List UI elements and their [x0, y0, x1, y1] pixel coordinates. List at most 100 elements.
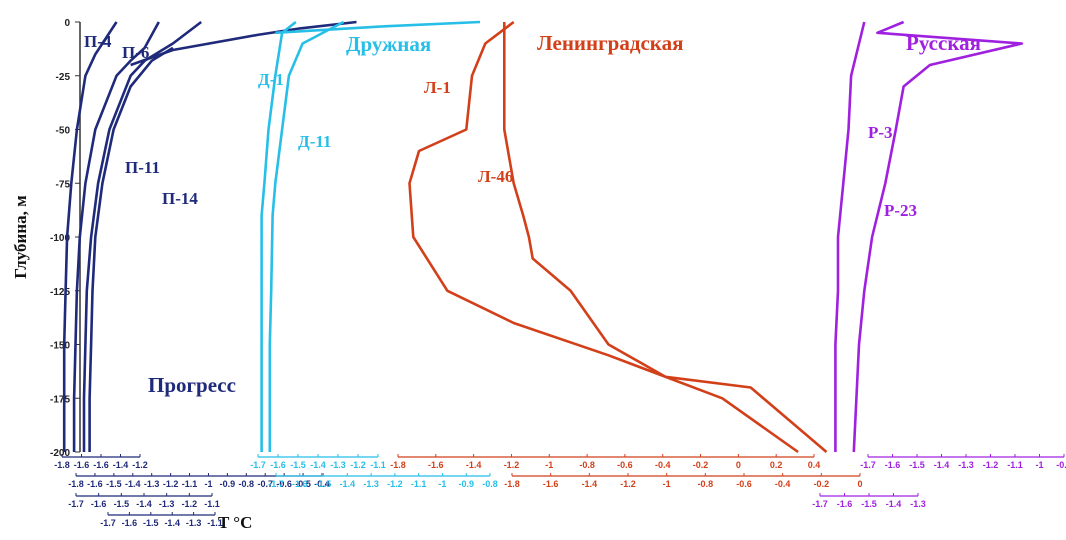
x-tick-label: -1.2 — [504, 460, 520, 470]
x-tick-label: -1.6 — [122, 518, 138, 528]
x-tick-label: 0 — [857, 479, 862, 489]
x-tick-label: -1.1 — [370, 460, 386, 470]
x-tick-label: -0.8 — [579, 460, 595, 470]
y-tick-label: -175 — [50, 394, 70, 405]
x-tick-label: -0.8 — [698, 479, 714, 489]
y-tick-label: -150 — [50, 341, 70, 352]
y-axis-ticks: 0 -25 -50 -75 -100 -125 -150 -175 -200 — [50, 18, 80, 459]
x-tick-label: -1.3 — [159, 499, 175, 509]
x-tick-label: -1.6 — [292, 479, 308, 489]
y-axis: 0 -25 -50 -75 -100 -125 -150 -175 -200 Глубина, … — [11, 18, 81, 459]
well-label-d1: Д-1 — [258, 70, 284, 89]
y-tick-label: 0 — [64, 18, 70, 29]
x-tick-label: -0.8 — [482, 479, 498, 489]
temperature-label: T °C — [218, 513, 252, 532]
series-line-0-2 — [82, 20, 202, 452]
x-tick-label: -1.6 — [87, 479, 103, 489]
y-tick-label: -75 — [56, 179, 71, 190]
x-tick-label: -1.2 — [182, 499, 198, 509]
x-tick-label: -1.2 — [387, 479, 403, 489]
x-tick-label: -1.2 — [620, 479, 636, 489]
series-line-1-1 — [268, 20, 345, 452]
x-tick-label: -1.2 — [350, 460, 366, 470]
x-tick-label: -1.8 — [68, 479, 84, 489]
well-label-p4: П-4 — [84, 32, 112, 51]
surface-line-1 — [275, 20, 481, 35]
x-tick-label: -0.6 — [276, 479, 292, 489]
y-tick-label: -200 — [50, 448, 70, 459]
y-tick-label: -25 — [56, 72, 71, 83]
x-tick-label: -1.2 — [983, 460, 999, 470]
x-tick-label: -1.7 — [860, 460, 876, 470]
x-tick-label: -1.5 — [143, 518, 159, 528]
series-line-2-0 — [408, 20, 799, 454]
x-tick-label: -0.4 — [314, 479, 330, 489]
series-line-0-1 — [72, 21, 160, 452]
series-line-1-0 — [260, 20, 297, 452]
group-title-druzhnaya: Дружная — [346, 32, 431, 56]
x-tick-label: -1.4 — [125, 479, 141, 489]
x-tick-label: -1.4 — [340, 479, 356, 489]
x-tick-label: -0.8 — [239, 479, 255, 489]
series-line-3-0 — [852, 20, 1024, 453]
x-tick-label: -0.9 — [458, 479, 474, 489]
well-label-p14: П-14 — [162, 189, 198, 208]
series-layer — [62, 20, 1024, 454]
x-tick-label: -1.6 — [91, 499, 107, 509]
x-tick-label: -1.3 — [363, 479, 379, 489]
x-tick-label: -1.2 — [132, 460, 148, 470]
x-tick-label: -1.1 — [411, 479, 427, 489]
x-tick-label: -0.6 — [736, 479, 752, 489]
x-tick-label: -0.5 — [295, 479, 311, 489]
x-tick-label: -0.2 — [693, 460, 709, 470]
x-tick-label: -1.8 — [390, 460, 406, 470]
x-tick-label: -1.4 — [466, 460, 482, 470]
x-tick-label: -1.5 — [861, 499, 877, 509]
x-tick-label: -1.4 — [886, 499, 902, 509]
well-label-d11: Д-11 — [298, 132, 331, 151]
x-tick-label: -1.3 — [144, 479, 160, 489]
well-label-r23: Р-23 — [884, 201, 917, 220]
x-tick-label: -1.1 — [182, 479, 198, 489]
series-line-2-1 — [503, 22, 828, 453]
x-tick-label: -1.3 — [186, 518, 202, 528]
group-title-russkaya: Русская — [906, 31, 981, 55]
x-tick-label: -0.4 — [775, 479, 791, 489]
x-tick-label: -1.5 — [290, 460, 306, 470]
well-label-r3: Р-3 — [868, 123, 893, 142]
x-tick-label: -0.9 — [220, 479, 236, 489]
x-tick-label: -1.6 — [885, 460, 901, 470]
group-title-leningrad: Ленинградская — [537, 31, 683, 55]
x-tick-label: -1.4 — [934, 460, 950, 470]
x-tick-label: -0.4 — [655, 460, 671, 470]
x-tick-label: -1.4 — [310, 460, 326, 470]
x-tick-label: -1.3 — [958, 460, 974, 470]
x-axes: -1.8 -1.6 -1.6 -1.4 -1.2-1.8 -1.6 -1.5 -1.4 -1.3… — [54, 454, 1066, 528]
x-tick-label: 0.2 — [770, 460, 783, 470]
x-tick-label: -1.5 — [316, 479, 332, 489]
x-tick-label: -1.8 — [504, 479, 520, 489]
x-tick-label: -1.8 — [54, 460, 70, 470]
x-tick-label: -0.6 — [617, 460, 633, 470]
x-tick-label: -1.5 — [106, 479, 122, 489]
x-tick-label: -1.1 — [207, 518, 223, 528]
x-tick-label: -1.6 — [93, 460, 109, 470]
x-tick-label: -1.3 — [330, 460, 346, 470]
group-title-progress: Прогресс — [148, 373, 236, 397]
x-tick-label: -1 — [663, 479, 671, 489]
y-tick-label: -50 — [56, 126, 71, 137]
x-tick-label: -1.4 — [164, 518, 180, 528]
x-tick-label: -1.7 — [250, 460, 266, 470]
x-tick-label: -1.6 — [837, 499, 853, 509]
well-label-l1: Л-1 — [424, 78, 451, 97]
x-tick-label: -1 — [438, 479, 446, 489]
x-tick-label: -1.5 — [909, 460, 925, 470]
y-axis-label: Глубина, м — [11, 195, 30, 279]
x-tick-label: -1.4 — [113, 460, 129, 470]
x-tick-label: -1 — [1035, 460, 1043, 470]
x-tick-label: -1.6 — [74, 460, 90, 470]
y-tick-label: -100 — [50, 233, 70, 244]
series-line-3-1 — [834, 21, 866, 452]
well-label-p11: П-11 — [125, 158, 160, 177]
